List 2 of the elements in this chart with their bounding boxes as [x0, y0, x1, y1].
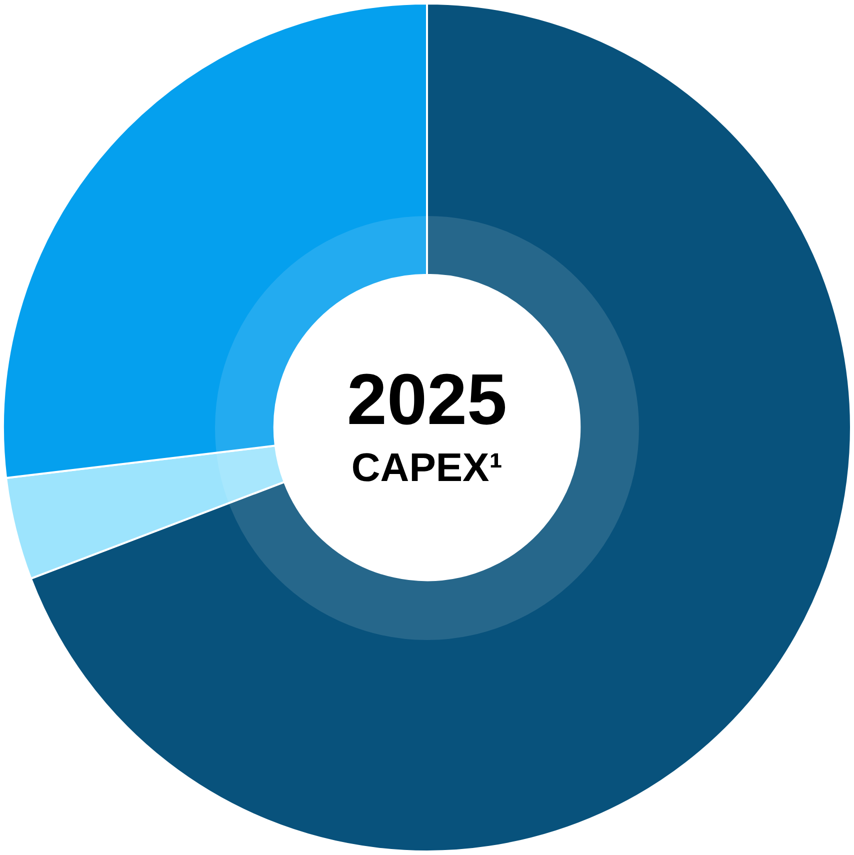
text: CAPEX¹ [351, 445, 503, 492]
text: 2025 [346, 360, 508, 440]
